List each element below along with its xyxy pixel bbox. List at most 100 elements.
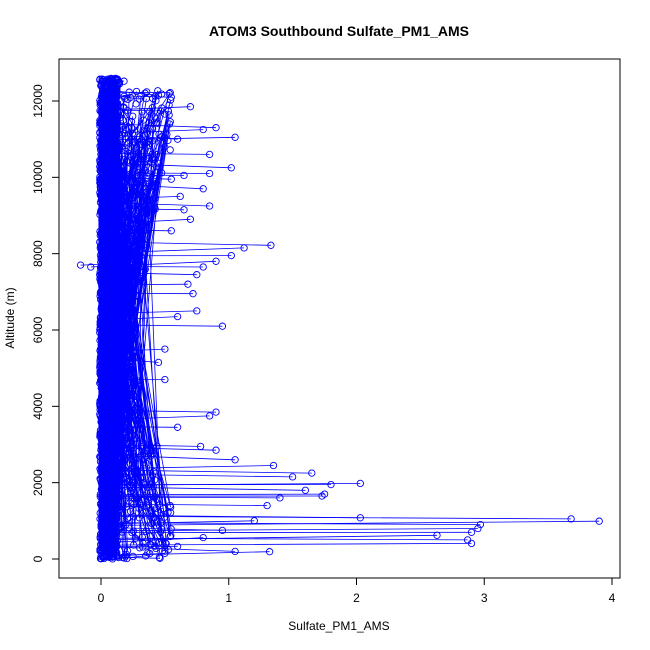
data-point <box>112 401 120 410</box>
data-line-segment <box>107 534 438 541</box>
data-point <box>132 292 140 300</box>
data-point <box>110 85 118 93</box>
data-point <box>99 543 108 552</box>
data-point <box>122 144 130 152</box>
data-point <box>112 390 120 399</box>
data-point <box>267 241 275 249</box>
data-point <box>227 164 235 172</box>
data-point <box>227 251 235 260</box>
data-point <box>159 504 168 513</box>
data-point <box>111 422 120 430</box>
x-tick-label: 1 <box>225 591 232 605</box>
data-point <box>141 166 150 175</box>
data-line-segment <box>107 415 210 420</box>
data-point <box>123 228 131 236</box>
data-point <box>113 267 122 275</box>
data-point <box>123 396 131 404</box>
data-line-segment <box>107 454 236 461</box>
data-point <box>126 266 135 275</box>
data-point <box>111 459 120 467</box>
data-point <box>269 461 278 470</box>
data-point <box>161 345 169 353</box>
data-point <box>122 414 130 423</box>
data-point <box>199 125 207 134</box>
data-point <box>318 492 326 500</box>
data-point <box>115 429 124 437</box>
data-line-segment <box>107 473 293 478</box>
data-point <box>205 150 214 159</box>
chart-title: ATOM3 Southbound Sulfate_PM1_AMS <box>209 23 469 39</box>
data-point <box>125 482 134 490</box>
data-point <box>116 421 124 430</box>
data-line-segment <box>107 229 172 232</box>
data-point <box>150 513 159 522</box>
data-point <box>109 295 118 303</box>
data-point <box>276 494 284 502</box>
data-point <box>173 135 182 143</box>
data-point <box>136 245 144 254</box>
data-point <box>140 240 148 248</box>
data-line-segment <box>107 537 468 541</box>
data-point <box>433 531 441 539</box>
data-point <box>212 446 220 454</box>
data-point <box>161 143 169 151</box>
x-axis: 0 1 2 3 4 <box>98 577 616 605</box>
data-point <box>134 159 142 167</box>
data-point <box>218 322 227 330</box>
data-point <box>133 237 141 245</box>
data-point <box>111 529 120 537</box>
data-line-segment <box>107 410 217 413</box>
data-line-segment <box>107 444 201 447</box>
data-point <box>118 364 126 372</box>
data-point <box>112 114 121 123</box>
data-point <box>135 172 143 180</box>
data-point <box>118 247 126 256</box>
data-line-segment <box>107 176 172 180</box>
data-point <box>112 449 120 457</box>
data-point <box>126 425 135 433</box>
data-point <box>121 436 130 444</box>
data-line-segment <box>107 123 217 129</box>
data-point <box>125 125 133 133</box>
data-point <box>122 197 130 205</box>
data-point <box>113 494 122 503</box>
data-point <box>146 211 154 220</box>
data-line-segment <box>107 520 600 526</box>
data-point <box>152 504 160 513</box>
data-point <box>139 442 148 450</box>
data-line-segment <box>107 247 245 254</box>
data-point <box>327 480 335 489</box>
data-point <box>131 229 140 237</box>
data-point <box>110 111 118 119</box>
x-axis-label: Sulfate_PM1_AMS <box>288 619 389 633</box>
data-point <box>189 290 197 298</box>
data-point <box>109 175 118 184</box>
data-point <box>114 271 122 280</box>
data-point <box>112 457 121 466</box>
data-point <box>138 192 146 200</box>
data-point <box>166 89 174 97</box>
data-point <box>127 442 136 450</box>
dense-core-band <box>98 93 109 552</box>
data-point <box>108 138 116 147</box>
y-tick-label: 10000 <box>31 160 45 194</box>
data-line-segment <box>107 196 181 200</box>
x-tick-label: 3 <box>481 591 488 605</box>
data-point <box>124 328 132 336</box>
data-point <box>144 137 152 145</box>
data-point <box>122 244 131 252</box>
data-point <box>128 129 137 138</box>
data-point <box>205 202 214 210</box>
data-point <box>148 471 157 480</box>
data-point <box>109 321 117 330</box>
data-line-segment <box>107 528 478 532</box>
data-point <box>140 243 148 252</box>
data-line-segment <box>103 547 108 552</box>
data-point <box>125 423 133 431</box>
data-point <box>122 503 130 511</box>
data-point <box>145 119 153 127</box>
data-point <box>154 119 162 127</box>
data-line-segment <box>107 260 217 267</box>
data-point <box>110 533 119 541</box>
data-point <box>154 358 163 367</box>
